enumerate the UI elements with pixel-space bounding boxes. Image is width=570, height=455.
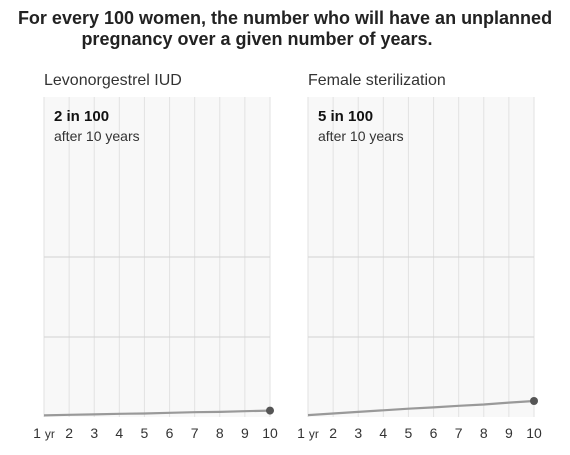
x-tick-label: 2 bbox=[65, 425, 73, 441]
x-tick-label: 4 bbox=[115, 425, 123, 441]
x-tick-label: 7 bbox=[455, 425, 463, 441]
x-tick-label: 5 bbox=[141, 425, 149, 441]
x-tick-label: 5 bbox=[405, 425, 413, 441]
x-tick-label: 1 yr bbox=[297, 425, 319, 441]
series-line bbox=[307, 399, 535, 417]
panel-levonorgestrel-iud: Levonorgestrel IUD 2 in 100 after 10 yea… bbox=[33, 72, 278, 441]
series-line bbox=[43, 409, 271, 417]
x-tick-label: 4 bbox=[379, 425, 387, 441]
x-tick-label: 3 bbox=[90, 425, 98, 441]
x-tick-label: 9 bbox=[505, 425, 513, 441]
x-axis-ticks: 1 yr 2 3 4 5 6 7 8 9 10 bbox=[33, 425, 278, 441]
callout-caption: after 10 years bbox=[318, 128, 404, 144]
x-axis-ticks: 1 yr 2 3 4 5 6 7 8 9 10 bbox=[297, 425, 542, 441]
callout-value: 2 in 100 bbox=[54, 108, 109, 125]
callout-caption: after 10 years bbox=[54, 128, 140, 144]
x-tick-label: 8 bbox=[216, 425, 224, 441]
callout-value: 5 in 100 bbox=[318, 108, 373, 125]
x-tick-label: 10 bbox=[526, 425, 542, 441]
x-tick-label: 1 yr bbox=[33, 425, 55, 441]
x-tick-label: 10 bbox=[262, 425, 278, 441]
grid bbox=[43, 97, 271, 417]
grid bbox=[307, 97, 535, 417]
x-tick-label: 2 bbox=[329, 425, 337, 441]
x-tick-label: 6 bbox=[430, 425, 438, 441]
end-point-marker bbox=[530, 397, 538, 405]
chart-title: For every 100 women, the number who will… bbox=[18, 8, 552, 49]
panel-title: Female sterilization bbox=[308, 72, 446, 89]
end-point-marker bbox=[266, 406, 274, 415]
x-tick-label: 7 bbox=[191, 425, 199, 441]
series bbox=[43, 406, 274, 417]
x-tick-label: 3 bbox=[354, 425, 362, 441]
series bbox=[307, 397, 538, 417]
panel-female-sterilization: Female sterilization 5 in 100 after 10 y… bbox=[297, 72, 542, 441]
chart-title-line-1: For every 100 women, the number who will… bbox=[18, 8, 552, 28]
chart-title-line-2: pregnancy over a given number of years. bbox=[81, 29, 432, 49]
x-tick-label: 8 bbox=[480, 425, 488, 441]
x-tick-label: 6 bbox=[166, 425, 174, 441]
x-tick-label: 9 bbox=[241, 425, 249, 441]
panel-title: Levonorgestrel IUD bbox=[44, 72, 182, 89]
